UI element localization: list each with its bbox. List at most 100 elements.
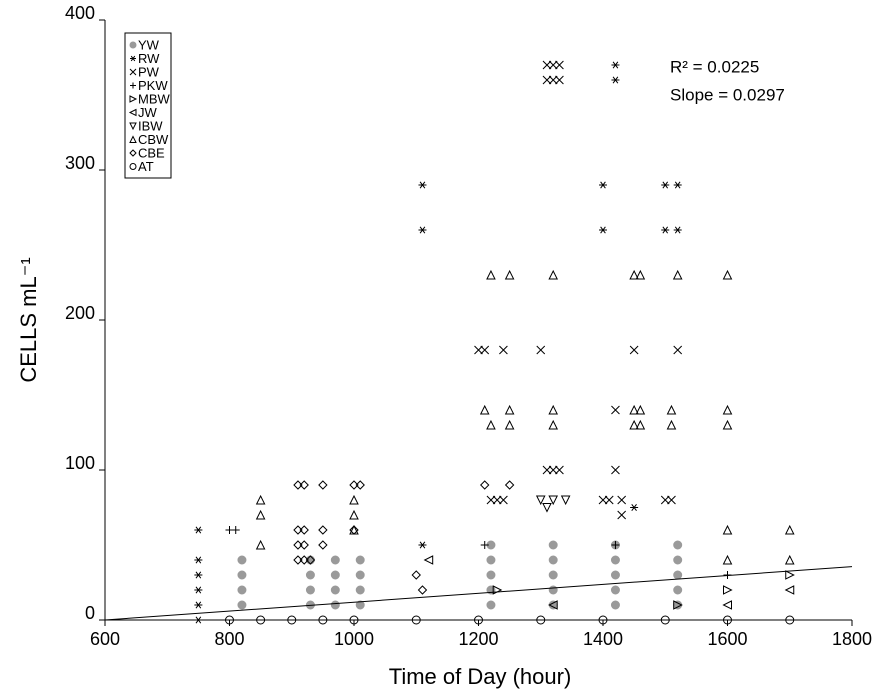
point — [194, 586, 203, 594]
point — [784, 554, 795, 565]
point — [255, 539, 266, 550]
point — [418, 181, 427, 189]
legend-marker — [129, 163, 137, 170]
point — [548, 555, 558, 565]
point — [194, 601, 203, 609]
point — [486, 555, 496, 565]
y-tick-label: 400 — [65, 3, 95, 23]
point — [423, 555, 434, 565]
point — [299, 555, 309, 565]
point — [617, 510, 627, 520]
point — [299, 525, 309, 535]
point — [548, 269, 559, 280]
point — [418, 541, 427, 549]
point — [504, 480, 515, 490]
point — [548, 585, 558, 595]
legend-marker — [130, 82, 136, 89]
point — [629, 419, 639, 430]
point — [660, 615, 670, 625]
point — [611, 541, 620, 549]
point — [599, 226, 607, 234]
x-tick-label: 800 — [214, 629, 244, 649]
point — [504, 419, 515, 430]
legend-marker — [129, 149, 137, 157]
point — [785, 570, 795, 580]
point — [293, 540, 303, 550]
point — [474, 615, 483, 625]
point — [548, 600, 558, 610]
point — [785, 615, 795, 625]
point — [548, 465, 558, 475]
legend-marker — [129, 68, 137, 76]
point — [480, 480, 490, 490]
point — [661, 181, 670, 189]
point — [411, 570, 421, 580]
point — [722, 524, 733, 535]
point — [555, 60, 564, 70]
point — [330, 585, 340, 595]
point — [598, 495, 608, 505]
point — [629, 404, 639, 415]
point — [194, 556, 203, 564]
point — [722, 419, 733, 430]
point — [330, 570, 340, 580]
point — [479, 404, 490, 415]
point — [599, 181, 607, 189]
point — [784, 524, 795, 535]
point — [330, 600, 340, 610]
point — [255, 509, 266, 520]
point — [293, 525, 303, 535]
point — [237, 600, 247, 610]
point — [417, 585, 428, 595]
legend-label: AT — [138, 159, 154, 174]
series — [474, 60, 683, 520]
point — [349, 494, 359, 505]
series — [293, 480, 515, 595]
point — [610, 555, 620, 565]
point — [548, 570, 558, 580]
point — [610, 585, 620, 595]
series — [423, 555, 795, 610]
point — [610, 570, 620, 580]
legend-marker — [128, 108, 137, 117]
point — [499, 495, 508, 505]
legend-label: PKW — [138, 78, 168, 93]
point — [611, 405, 620, 415]
point — [194, 616, 203, 624]
point — [548, 404, 559, 415]
point — [673, 555, 683, 565]
legend-label: IBW — [138, 118, 163, 133]
x-tick-label: 600 — [90, 629, 120, 649]
point — [349, 615, 359, 625]
point — [499, 345, 508, 355]
point — [293, 480, 303, 490]
point — [722, 554, 733, 565]
series — [255, 269, 795, 565]
point — [635, 404, 646, 415]
point — [299, 540, 309, 550]
point — [673, 345, 683, 355]
y-axis-label: CELLS mL⁻¹ — [16, 257, 41, 382]
point — [305, 585, 315, 595]
annotation: Slope = 0.0297 — [670, 85, 785, 104]
point — [635, 419, 646, 430]
point — [542, 465, 552, 475]
legend-label: YW — [138, 37, 160, 52]
point — [722, 404, 733, 415]
trend-line — [104, 566, 853, 621]
point — [666, 419, 677, 430]
legend-label: CBW — [138, 132, 169, 147]
point — [722, 600, 732, 610]
point — [237, 570, 247, 580]
point — [667, 495, 676, 505]
point — [536, 615, 546, 625]
point — [318, 540, 328, 550]
point — [194, 571, 203, 579]
x-tick-label: 1800 — [832, 629, 872, 649]
point — [355, 480, 365, 490]
y-tick-label: 200 — [65, 303, 95, 323]
point — [355, 570, 365, 580]
point — [723, 585, 733, 595]
legend-marker — [130, 55, 136, 62]
point — [722, 269, 733, 280]
